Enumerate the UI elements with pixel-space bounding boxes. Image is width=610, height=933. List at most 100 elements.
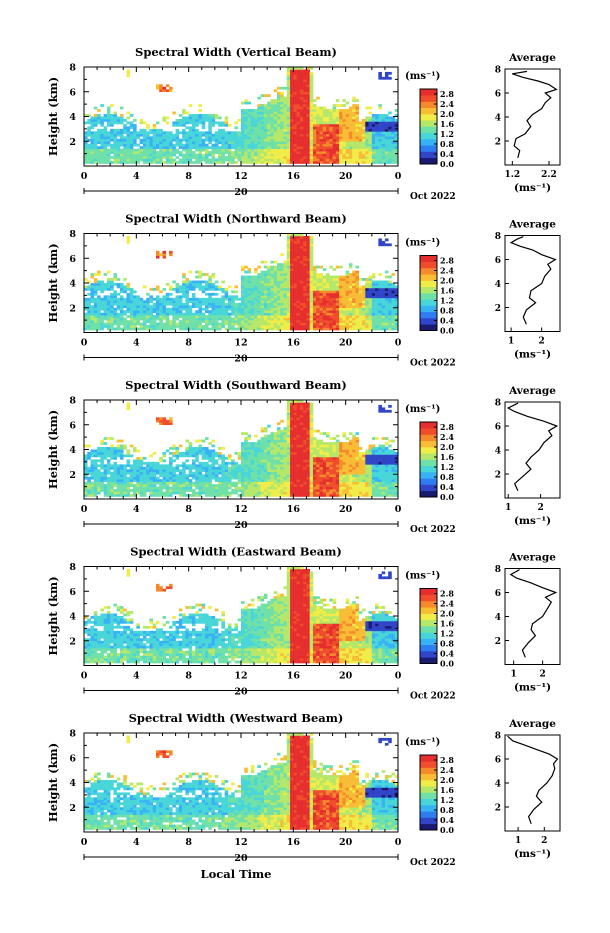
heatmap-cell: [323, 156, 327, 159]
heatmap-cell: [270, 266, 274, 269]
heatmap-cell: [326, 129, 330, 132]
heatmap-cell: [274, 114, 278, 117]
heatmap-cell: [146, 462, 150, 465]
heatmap-cell: [231, 303, 235, 306]
heatmap-cell: [117, 119, 121, 122]
heatmap-cell: [378, 238, 382, 241]
heatmap-cell: [198, 149, 202, 152]
heatmap-cell: [264, 114, 268, 117]
heatmap-cell: [290, 303, 294, 306]
heatmap-cell: [254, 325, 258, 328]
heatmap-cell: [218, 129, 222, 132]
heatmap-cell: [287, 300, 291, 303]
heatmap-cell: [94, 492, 98, 495]
heatmap-cell: [169, 464, 173, 467]
heatmap-cell: [293, 69, 297, 72]
heatmap-cell: [228, 139, 232, 142]
heatmap-cell: [290, 256, 294, 259]
heatmap-cell: [248, 149, 252, 152]
heatmap-cell: [284, 323, 288, 326]
heatmap-cell: [355, 124, 359, 127]
heatmap-cell: [244, 276, 248, 279]
heatmap-cell: [310, 288, 314, 291]
x-tick-label: 0: [81, 171, 88, 182]
heatmap-cell: [326, 154, 330, 157]
heatmap-cell: [241, 114, 245, 117]
heatmap-cell: [234, 328, 238, 331]
heatmap-cell: [123, 149, 127, 152]
heatmap-cell: [156, 151, 160, 154]
heatmap-cell: [130, 320, 134, 323]
heatmap-cell: [140, 323, 144, 326]
heatmap-cell: [274, 295, 278, 298]
heatmap-cell: [248, 141, 252, 144]
heatmap-cell: [84, 315, 88, 318]
heatmap-cell: [264, 323, 268, 326]
heatmap-cell: [385, 323, 389, 326]
heatmap-cell: [107, 315, 111, 318]
heatmap-cell: [208, 303, 212, 306]
heatmap-cell: [176, 457, 180, 460]
heatmap-cell: [251, 320, 255, 323]
heatmap-cell: [130, 290, 134, 293]
heatmap-cell: [163, 305, 167, 308]
heatmap-cell: [179, 298, 183, 301]
heatmap-cell: [336, 149, 340, 152]
heatmap-cell: [195, 276, 199, 279]
heatmap-cell: [323, 151, 327, 154]
heatmap-cell: [290, 295, 294, 298]
heatmap-cell: [163, 131, 167, 134]
heatmap-cell: [185, 467, 189, 470]
heatmap-cell: [300, 256, 304, 259]
heatmap-cell: [297, 119, 301, 122]
heatmap-cell: [205, 298, 209, 301]
heatmap-cell: [218, 141, 222, 144]
heatmap-cell: [127, 74, 131, 77]
heatmap-cell: [159, 303, 163, 306]
heatmap-cell: [277, 151, 281, 154]
heatmap-cell: [297, 298, 301, 301]
heatmap-cell: [104, 151, 108, 154]
heatmap-cell: [300, 82, 304, 85]
heatmap-cell: [336, 308, 340, 311]
heatmap-cell: [91, 300, 95, 303]
heatmap-cell: [264, 117, 268, 120]
heatmap-cell: [163, 251, 167, 254]
heatmap-cell: [169, 474, 173, 477]
heatmap-cell: [218, 303, 222, 306]
heatmap-cell: [241, 159, 245, 162]
heatmap-cell: [270, 261, 274, 264]
heatmap-cell: [342, 112, 346, 115]
heatmap-cell: [297, 77, 301, 80]
heatmap-cell: [228, 328, 232, 331]
heatmap-cell: [231, 151, 235, 154]
heatmap-cell: [352, 149, 356, 152]
heatmap-cell: [372, 149, 376, 152]
heatmap-cell: [182, 462, 186, 465]
heatmap-cell: [195, 303, 199, 306]
heatmap-cell: [349, 285, 353, 288]
heatmap-cell: [185, 452, 189, 455]
heatmap-cell: [159, 144, 163, 147]
colorbar-segment: [420, 114, 437, 121]
heatmap-cell: [97, 469, 101, 472]
heatmap-cell: [120, 283, 124, 286]
heatmap-cell: [320, 313, 324, 316]
heatmap-cell: [287, 320, 291, 323]
heatmap-cell: [91, 482, 95, 485]
heatmap-cell: [293, 310, 297, 313]
heatmap-cell: [228, 161, 232, 164]
heatmap-cell: [290, 300, 294, 303]
colorbar-segment: [420, 274, 437, 281]
heatmap-cell: [185, 278, 189, 281]
heatmap-cell: [355, 266, 359, 269]
heatmap-cell: [264, 129, 268, 132]
heatmap-cell: [192, 151, 196, 154]
heatmap-cell: [163, 151, 167, 154]
heatmap-cell: [238, 298, 242, 301]
colorbar-tick-label: 2.0: [440, 109, 454, 119]
heatmap-cell: [234, 285, 238, 288]
heatmap-cell: [110, 452, 114, 455]
heatmap-cell: [277, 107, 281, 110]
heatmap-cell: [205, 484, 209, 487]
